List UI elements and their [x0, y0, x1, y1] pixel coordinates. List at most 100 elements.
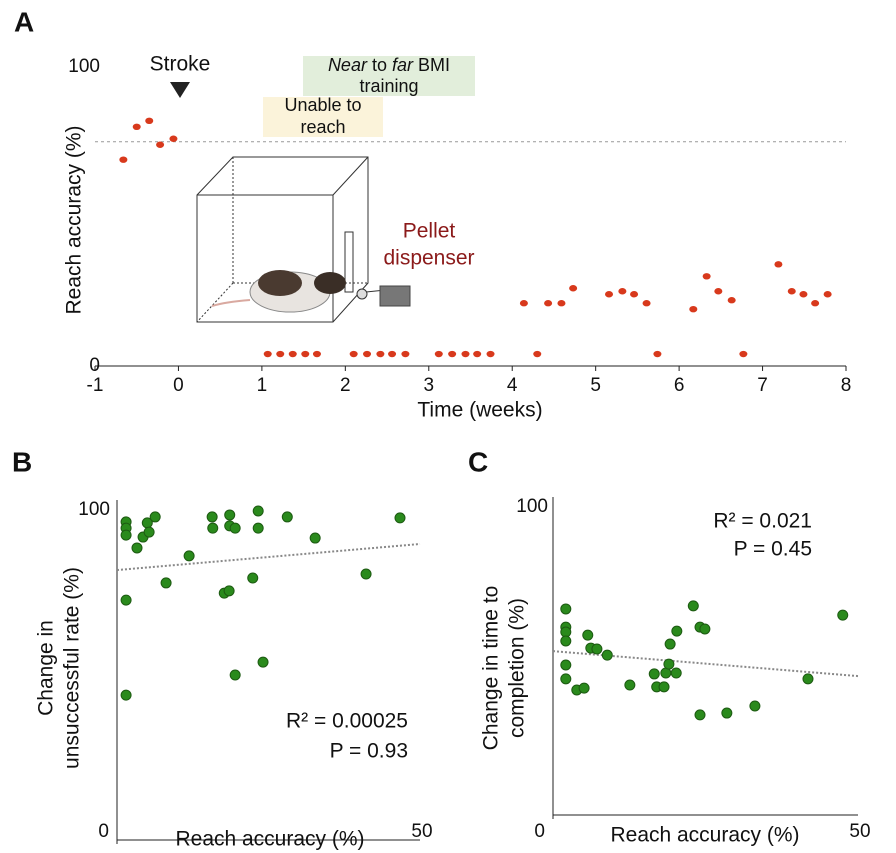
- point: [149, 511, 161, 523]
- y-axis-label: Change in time to: [480, 586, 503, 751]
- x-tick-label: 0: [173, 375, 184, 396]
- point: [727, 297, 736, 304]
- y-axis-label: Change in: [35, 620, 58, 716]
- point: [309, 532, 321, 544]
- y-tick-label: 100: [68, 56, 100, 77]
- point: [252, 505, 264, 517]
- point: [349, 350, 358, 358]
- point: [281, 511, 293, 523]
- point: [156, 141, 165, 148]
- point: [276, 350, 285, 358]
- point: [664, 638, 676, 650]
- point: [119, 156, 128, 163]
- y-axis-label: Reach accuracy (%): [63, 125, 86, 314]
- point: [120, 529, 132, 541]
- stat-annotation: R² = 0.021: [713, 510, 812, 533]
- point: [434, 350, 443, 358]
- point: [229, 669, 241, 681]
- point: [312, 350, 321, 358]
- point: [263, 350, 272, 358]
- x-tick-label: 4: [507, 375, 518, 396]
- inset-illustration: [196, 156, 411, 323]
- point: [605, 291, 614, 298]
- stat-annotation: P = 0.45: [734, 538, 812, 561]
- point: [224, 509, 236, 521]
- point: [544, 300, 553, 307]
- x-tick-label: 50: [849, 821, 870, 842]
- point: [687, 600, 699, 612]
- point: [648, 668, 660, 680]
- point: [823, 291, 832, 298]
- point: [591, 643, 603, 655]
- x-tick-label: 7: [757, 375, 768, 396]
- point: [653, 350, 662, 358]
- point: [578, 682, 590, 694]
- point: [739, 350, 748, 358]
- point: [206, 511, 218, 523]
- x-tick-label: 5: [590, 375, 601, 396]
- x-axis-label: Reach accuracy (%): [175, 828, 364, 851]
- point: [670, 667, 682, 679]
- point: [145, 117, 154, 125]
- annotation: reach: [300, 117, 345, 137]
- annotation: dispenser: [383, 247, 474, 270]
- point: [774, 261, 783, 268]
- trend-line: [552, 650, 859, 678]
- point: [301, 350, 310, 358]
- annotation-part: far: [392, 55, 414, 75]
- point: [694, 709, 706, 721]
- point: [560, 635, 572, 647]
- x-tick-label: 1: [257, 375, 268, 396]
- point: [120, 594, 132, 606]
- y-axis-label: completion (%): [506, 598, 529, 738]
- y-tick-label: 100: [516, 496, 548, 517]
- point: [183, 550, 195, 562]
- point: [376, 350, 385, 358]
- point: [624, 679, 636, 691]
- annotation: Pellet: [403, 220, 456, 243]
- point: [120, 689, 132, 701]
- point: [749, 700, 761, 712]
- point: [560, 673, 572, 685]
- annotation: Stroke: [150, 53, 211, 76]
- annotation: Near to far BMI: [328, 55, 450, 75]
- point: [557, 300, 566, 307]
- point: [618, 288, 627, 295]
- stat-annotation: P = 0.93: [330, 740, 408, 763]
- annotation-box: [263, 97, 383, 137]
- point: [223, 585, 235, 597]
- point: [252, 522, 264, 534]
- point: [360, 568, 372, 580]
- point: [288, 350, 297, 358]
- point: [461, 350, 470, 358]
- point: [642, 300, 651, 307]
- point: [247, 572, 259, 584]
- x-axis-label: Reach accuracy (%): [610, 824, 799, 847]
- point: [229, 522, 241, 534]
- point: [401, 350, 410, 358]
- point: [394, 512, 406, 524]
- x-tick-label: 2: [340, 375, 351, 396]
- x-tick-label: 8: [841, 375, 852, 396]
- point: [207, 522, 219, 534]
- x-tick-label: 0: [98, 821, 109, 842]
- point: [721, 707, 733, 719]
- x-tick-label: -1: [87, 375, 104, 396]
- annotation: Unable to: [284, 95, 361, 115]
- point: [582, 629, 594, 641]
- x-tick-label: 6: [674, 375, 685, 396]
- point: [658, 681, 670, 693]
- y-axis-label: unsuccessful rate (%): [61, 567, 84, 769]
- trend-line: [116, 542, 421, 572]
- point: [257, 656, 269, 668]
- y-tick-label: 100: [78, 499, 110, 520]
- point: [630, 291, 639, 298]
- point: [131, 542, 143, 554]
- point: [689, 305, 698, 313]
- point: [486, 350, 495, 358]
- point: [802, 673, 814, 685]
- point: [671, 625, 683, 637]
- point: [560, 659, 572, 671]
- panel-label: B: [12, 446, 32, 477]
